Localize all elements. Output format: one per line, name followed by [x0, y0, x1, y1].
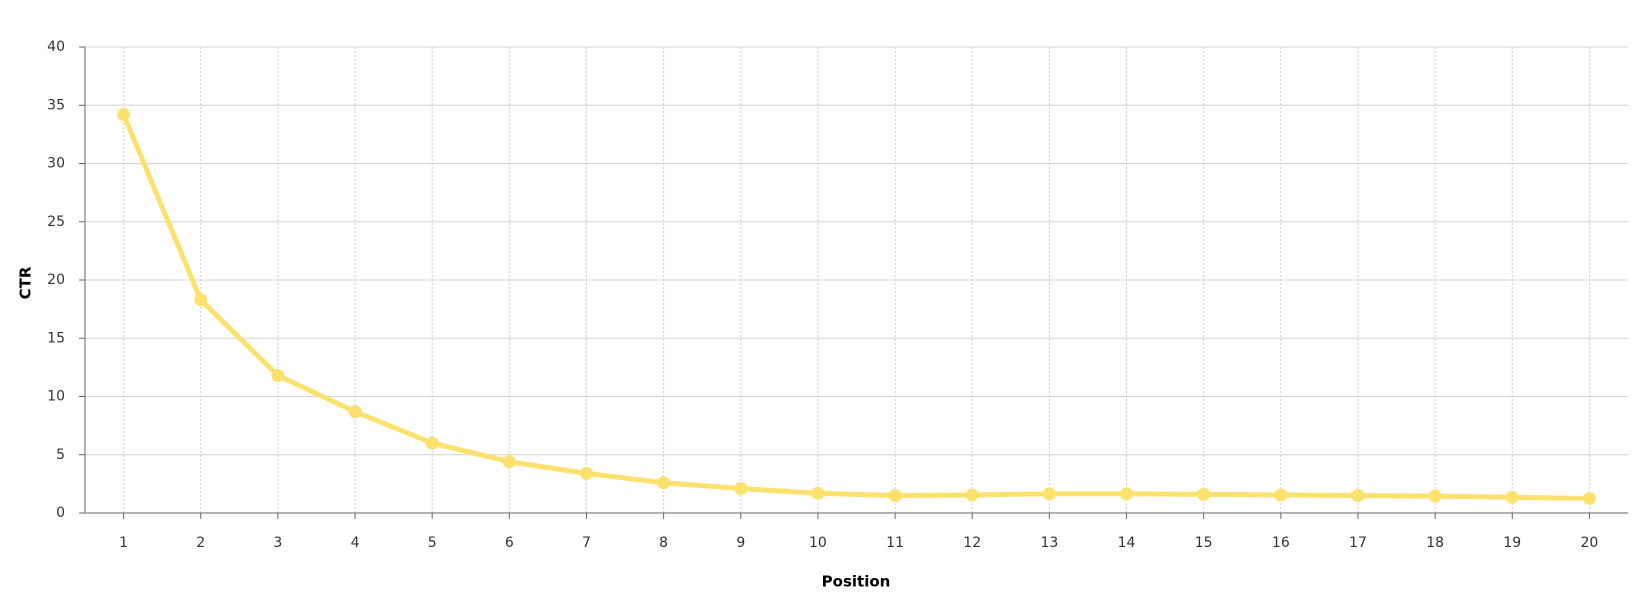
x-tick-label: 18	[1426, 535, 1444, 551]
y-tick-label: 25	[47, 214, 65, 230]
x-tick-label: 12	[963, 535, 981, 551]
x-tick-label: 19	[1503, 535, 1521, 551]
y-tick-label: 20	[47, 272, 65, 288]
x-tick-label: 14	[1118, 535, 1136, 551]
x-tick-label: 20	[1581, 535, 1599, 551]
point	[117, 108, 131, 122]
point	[425, 436, 439, 450]
point	[1428, 489, 1442, 503]
x-tick-label: 15	[1195, 535, 1213, 551]
point	[811, 486, 825, 500]
y-tick-label: 40	[47, 39, 65, 55]
point	[348, 405, 362, 419]
point	[502, 455, 516, 469]
x-axis-title: Position	[822, 573, 891, 591]
x-tick-label: 7	[582, 535, 591, 551]
point	[1582, 491, 1596, 505]
x-tick-label: 5	[428, 535, 437, 551]
x-tick-label: 16	[1272, 535, 1290, 551]
x-tick-label: 13	[1040, 535, 1058, 551]
y-tick-label: 0	[56, 505, 65, 521]
x-tick-label: 10	[809, 535, 827, 551]
x-tick-label: 1	[119, 535, 128, 551]
point	[579, 466, 593, 480]
point	[1351, 489, 1365, 503]
y-tick-label: 10	[47, 389, 65, 405]
y-axis-title: CTR	[17, 266, 35, 299]
x-tick-label: 2	[196, 535, 205, 551]
y-tick-label: 5	[56, 447, 65, 463]
point	[734, 482, 748, 496]
x-tick-label: 4	[351, 535, 360, 551]
point	[194, 293, 208, 307]
y-tick-label: 35	[47, 97, 65, 113]
y-tick-label: 15	[47, 330, 65, 346]
point	[1505, 490, 1519, 504]
line	[121, 113, 1590, 501]
y-tick-label: 30	[47, 156, 65, 172]
point	[1120, 487, 1134, 501]
point	[1042, 487, 1056, 501]
point	[271, 369, 285, 383]
x-tick-label: 8	[659, 535, 668, 551]
point	[657, 476, 671, 490]
point	[965, 488, 979, 502]
x-tick-label: 3	[273, 535, 282, 551]
point	[888, 489, 902, 503]
x-tick-label: 11	[886, 535, 904, 551]
x-tick-label: 17	[1349, 535, 1367, 551]
point	[1274, 488, 1288, 502]
x-tick-label: 6	[505, 535, 514, 551]
x-tick-label: 9	[736, 535, 745, 551]
point	[1197, 487, 1211, 501]
